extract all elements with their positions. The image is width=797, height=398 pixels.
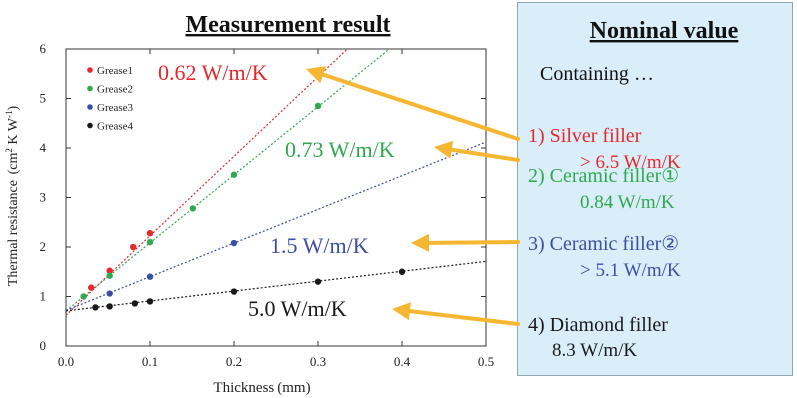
data-point-grease2 xyxy=(80,293,87,300)
x-axis-label: Thickness (mm) xyxy=(213,380,310,396)
data-point-grease2 xyxy=(230,171,238,178)
arrow-2 xyxy=(449,147,520,162)
data-point-grease2 xyxy=(314,102,322,110)
data-point-grease4 xyxy=(398,268,406,275)
data-point-grease2 xyxy=(106,272,113,279)
nominal-subtitle: Containing … xyxy=(540,63,654,85)
y-tick-label: 5 xyxy=(40,91,47,106)
data-point-grease4 xyxy=(92,304,99,311)
legend: Grease1 Grease2 Grease3 Grease4 xyxy=(87,65,134,133)
y-axis-label: Thermal resistance (cm2 K W-1) xyxy=(4,106,21,287)
fit-lines-layer xyxy=(66,49,486,316)
chart-title: Measurement result xyxy=(185,12,390,38)
x-tick-label: 0.0 xyxy=(58,354,74,369)
annotation-grease4: 5.0 W/m/K xyxy=(248,296,347,321)
arrow-head-4 xyxy=(392,302,411,321)
fit-line-grease4 xyxy=(66,260,486,312)
data-point-grease4 xyxy=(131,300,139,307)
data-point-grease1 xyxy=(88,284,95,291)
x-tick-label: 0.1 xyxy=(142,354,158,369)
nominal-item-3-label: 3) Ceramic filler② xyxy=(528,233,679,255)
nominal-value-panel xyxy=(517,2,793,376)
arrow-head-2 xyxy=(434,140,454,159)
data-point-grease3 xyxy=(106,290,113,297)
nominal-item-4-label: 4) Diamond filler xyxy=(528,314,668,336)
x-tick-label: 0.5 xyxy=(478,354,494,369)
data-point-grease4 xyxy=(146,298,154,305)
legend-marker-grease1 xyxy=(87,67,93,73)
legend-marker-grease2 xyxy=(87,85,93,92)
y-tick-label: 3 xyxy=(40,190,47,205)
data-point-grease3 xyxy=(230,239,238,247)
x-tick-label: 0.4 xyxy=(394,354,411,369)
data-point-grease4 xyxy=(314,278,322,285)
fit-line-grease1 xyxy=(66,49,349,316)
data-point-grease2 xyxy=(189,205,197,212)
nominal-item-2-label: 2) Ceramic filler① xyxy=(528,165,679,187)
nominal-item-1-label: 1) Silver filler xyxy=(528,125,642,147)
y-tick-label: 2 xyxy=(40,239,47,254)
data-point-grease4 xyxy=(106,303,113,310)
nominal-item-2-value: 0.84 W/m/K xyxy=(580,192,675,213)
nominal-item-3-value: > 5.1 W/m/K xyxy=(580,260,681,281)
nominal-title: Nominal value xyxy=(590,18,739,44)
y-tick-label: 1 xyxy=(40,289,47,304)
fit-line-grease2 xyxy=(66,49,391,312)
data-point-grease1 xyxy=(106,267,113,274)
arrows-layer xyxy=(306,66,520,326)
legend-marker-grease3 xyxy=(87,104,93,110)
legend-label-grease3: Grease3 xyxy=(97,102,134,114)
legend-label-grease1: Grease1 xyxy=(97,65,133,77)
legend-label-grease4: Grease4 xyxy=(97,121,134,133)
x-tick-label: 0.3 xyxy=(310,354,326,369)
axes-layer: 0.0 0.1 0.2 0.3 0.4 0.5 0 1 2 3 4 5 6 xyxy=(40,41,495,369)
arrow-head-3 xyxy=(411,233,430,252)
nominal-item-4-value: 8.3 W/m/K xyxy=(552,340,637,361)
annotation-grease1: 0.62 W/m/K xyxy=(158,60,268,85)
arrow-4 xyxy=(407,309,520,326)
data-point-grease1 xyxy=(130,243,137,251)
data-points-layer xyxy=(80,102,406,311)
legend-marker-grease4 xyxy=(87,122,93,129)
arrow-3 xyxy=(426,240,520,245)
annotation-grease3: 1.5 W/m/K xyxy=(270,233,369,258)
data-point-grease2 xyxy=(146,238,154,246)
arrow-1 xyxy=(321,72,520,141)
nominal-item-1-value: > 6.5 W/m/K xyxy=(580,152,681,173)
fit-line-grease3 xyxy=(66,141,486,311)
data-point-grease1 xyxy=(146,229,154,237)
y-tick-label: 4 xyxy=(40,140,47,155)
legend-label-grease2: Grease2 xyxy=(97,84,133,96)
arrow-head-1 xyxy=(306,66,326,84)
y-tick-label: 6 xyxy=(40,41,47,56)
data-point-grease3 xyxy=(146,273,154,280)
annotation-grease2: 0.73 W/m/K xyxy=(285,137,395,162)
data-point-grease4 xyxy=(230,288,238,295)
x-tick-label: 0.2 xyxy=(226,354,242,369)
y-tick-label: 0 xyxy=(40,338,47,353)
